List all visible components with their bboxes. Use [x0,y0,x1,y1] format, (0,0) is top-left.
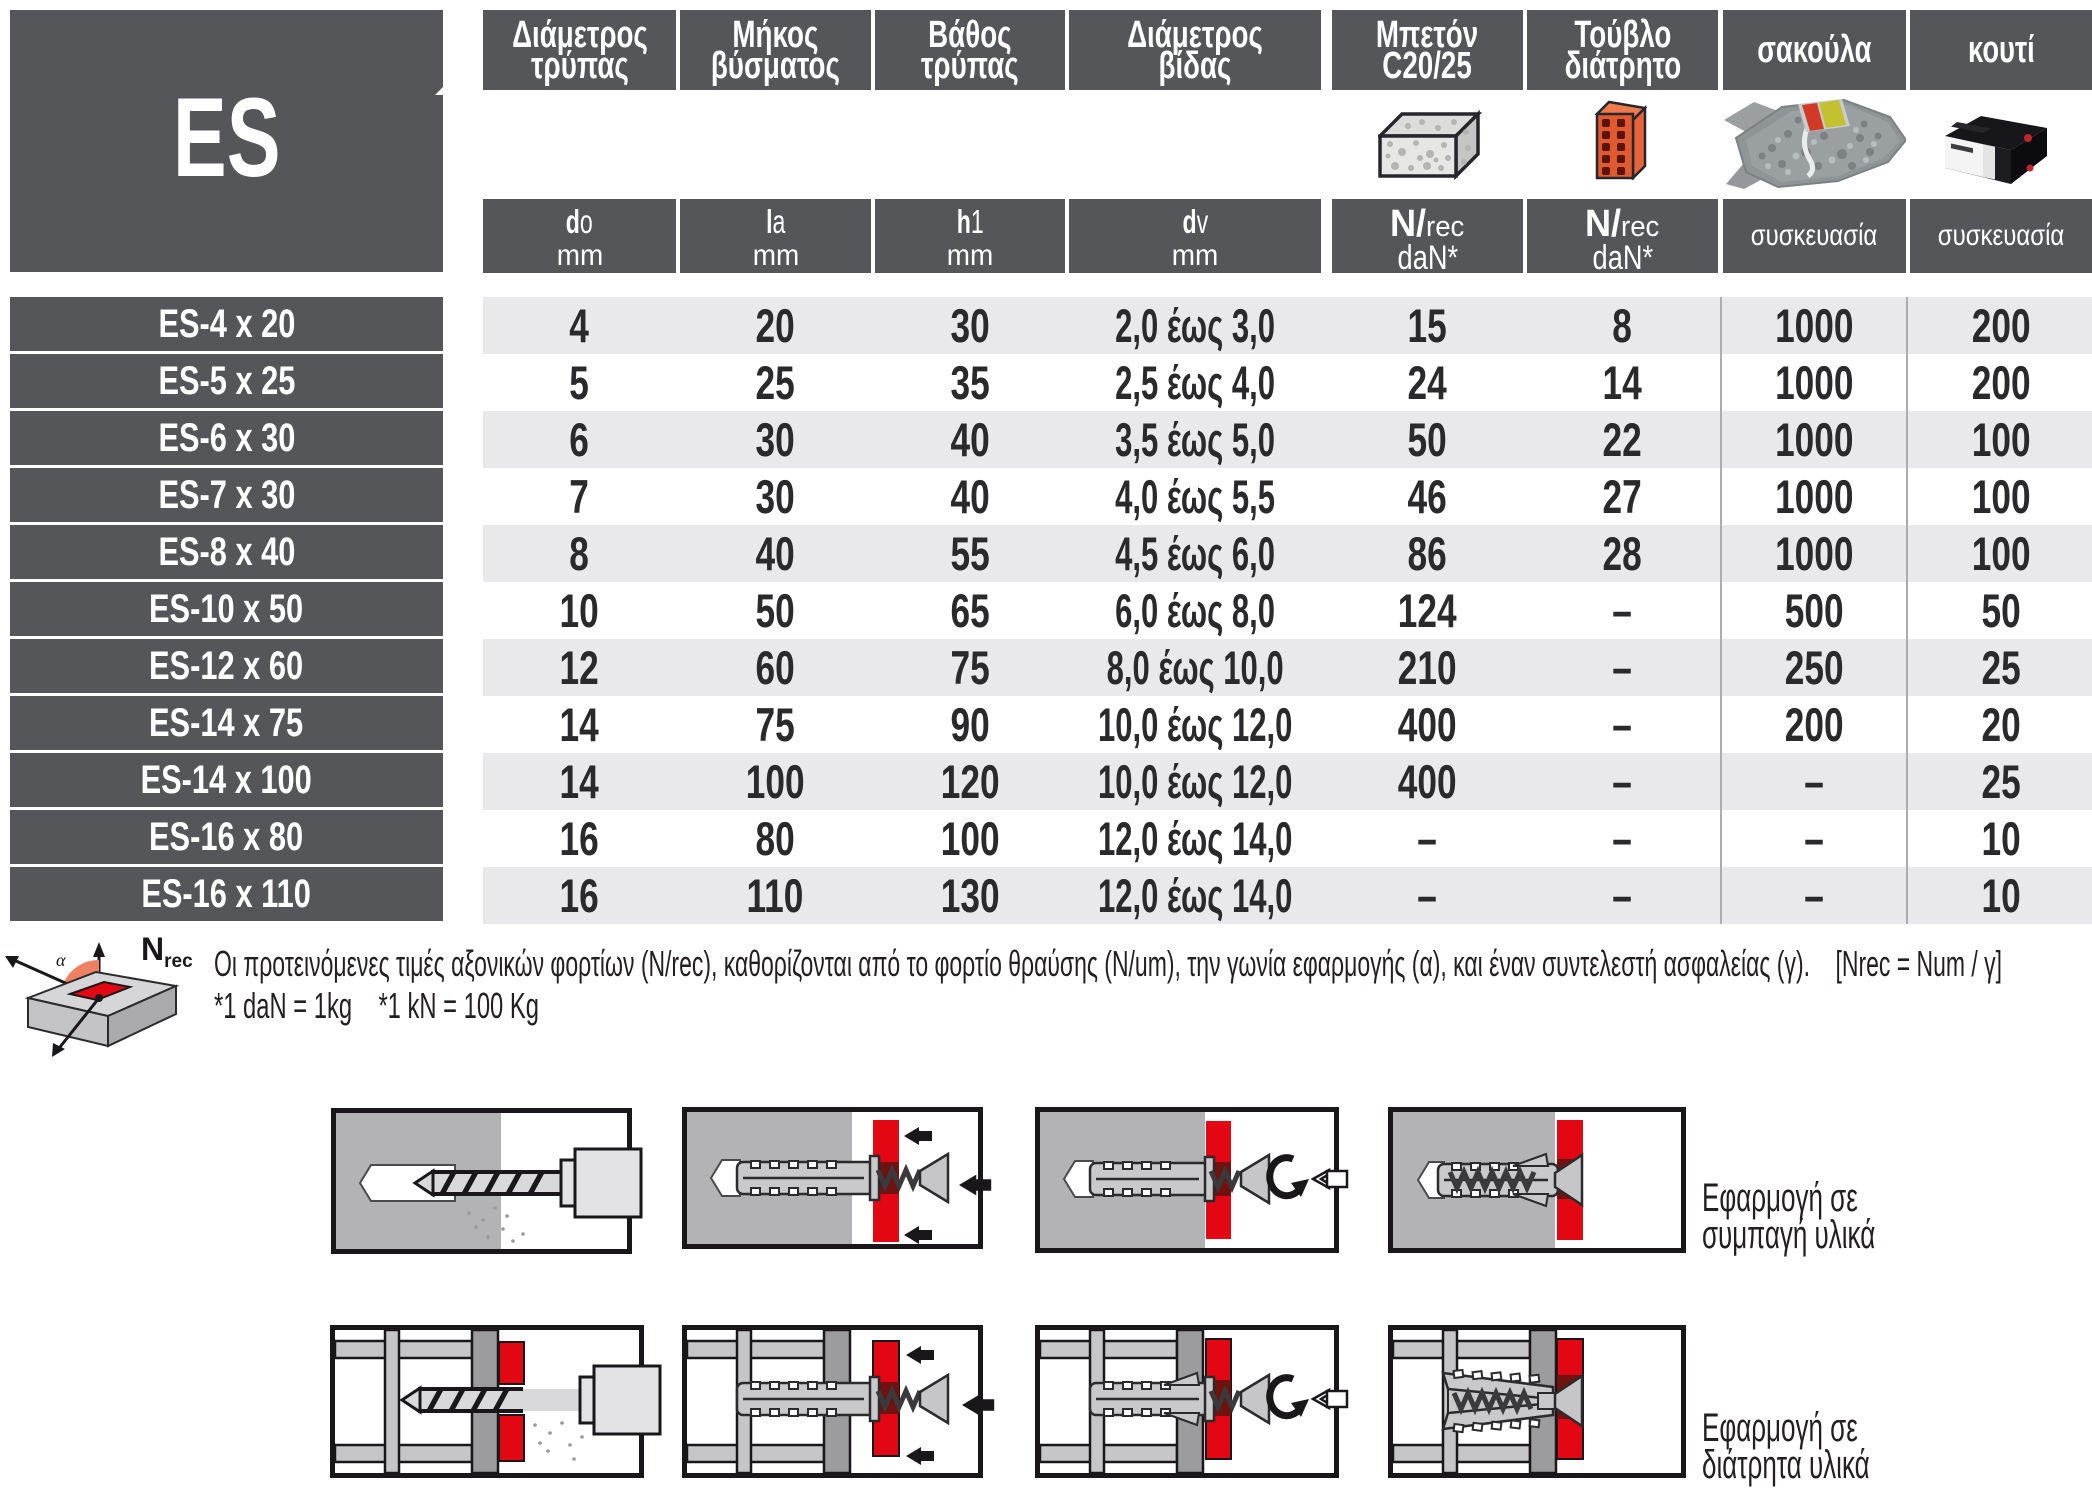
svg-text:Nrec: Nrec [141,931,193,972]
svg-text:α: α [56,950,66,970]
